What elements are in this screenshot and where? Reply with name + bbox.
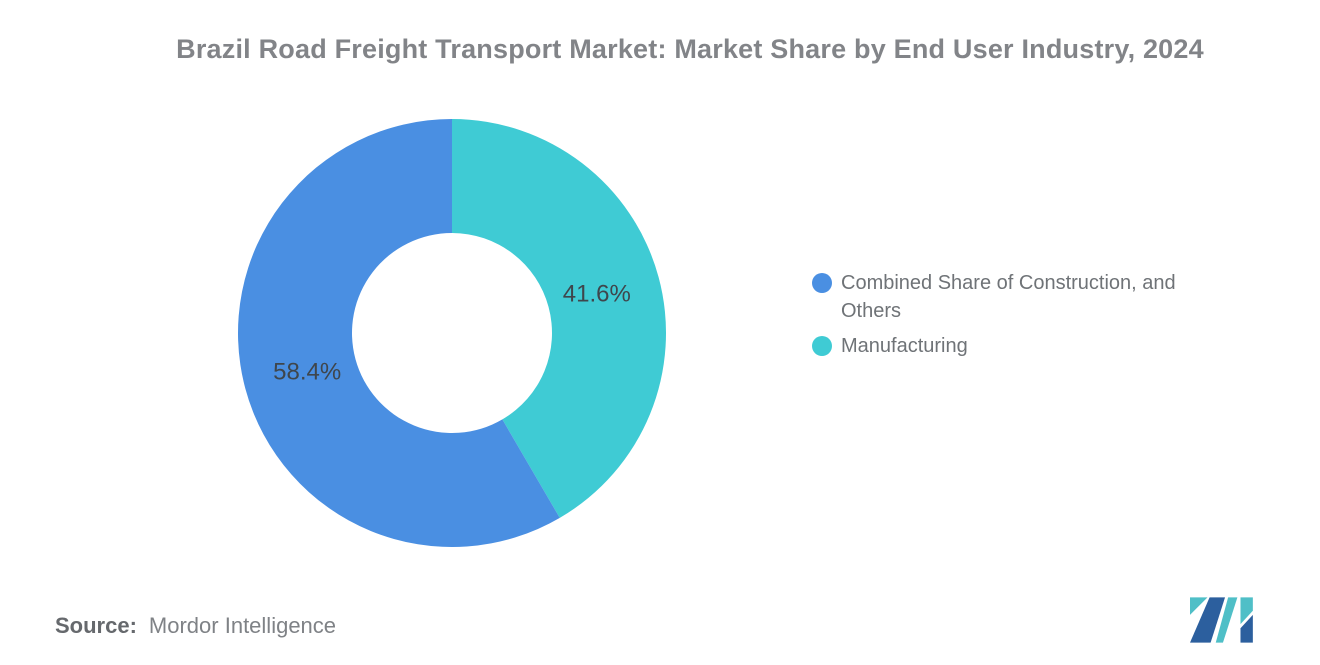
legend-item-label: Manufacturing	[841, 335, 968, 357]
source-line: Source: Mordor Intelligence	[55, 612, 336, 640]
logo-shape	[1240, 597, 1253, 625]
data-label: 58.4%	[273, 359, 341, 386]
logo-shape	[1190, 597, 1226, 643]
legend: Combined Share of Construction, and Othe…	[812, 269, 1233, 360]
legend-item-2[interactable]: Manufacturing	[812, 332, 1233, 360]
donut-chart: 41.6% 58.4%	[238, 119, 666, 547]
legend-item-1[interactable]: Combined Share of Construction, and Othe…	[812, 269, 1233, 325]
source-label: Source:	[55, 613, 137, 638]
logo-shape	[1240, 614, 1253, 643]
legend-marker-icon	[812, 273, 832, 293]
mordor-intelligence-logo	[1190, 597, 1253, 643]
pie-slice-1[interactable]	[452, 119, 666, 518]
logo-shape	[1215, 597, 1238, 643]
data-label: 41.6%	[563, 280, 631, 307]
chart-title: Brazil Road Freight Transport Market: Ma…	[176, 34, 1204, 64]
pie-slice-2[interactable]	[238, 119, 560, 547]
legend-marker-icon	[812, 336, 832, 356]
source-value: Mordor Intelligence	[148, 613, 337, 638]
legend-item-label: Combined Share of Construction, and Othe…	[841, 272, 1176, 322]
